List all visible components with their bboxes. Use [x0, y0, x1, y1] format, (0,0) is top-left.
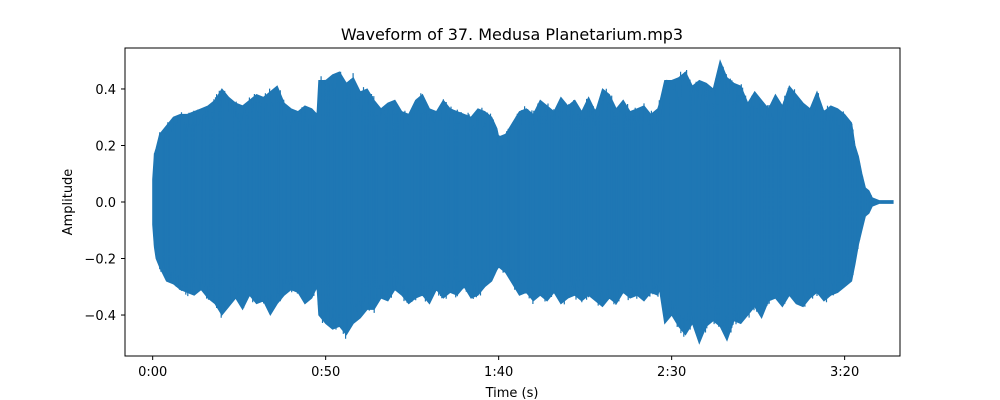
- x-axis: 0:00 0:50 1:40 2:30 3:20: [138, 356, 859, 380]
- y-tick-label: 0.4: [95, 83, 116, 98]
- waveform-spike-lines: [152, 66, 893, 344]
- chart-title: Waveform of 37. Medusa Planetarium.mp3: [341, 25, 683, 44]
- x-tick-label: 0:00: [138, 365, 167, 380]
- y-axis-label: Amplitude: [61, 169, 76, 236]
- x-tick-label: 3:20: [830, 365, 859, 380]
- y-tick-label: −0.4: [84, 309, 116, 324]
- x-axis-label: Time (s): [485, 386, 539, 400]
- x-tick-label: 0:50: [311, 365, 340, 380]
- waveform-spikes: [152, 66, 893, 344]
- x-tick-label: 2:30: [657, 365, 686, 380]
- x-tick-label: 1:40: [484, 365, 513, 380]
- y-axis: −0.4 −0.2 0.0 0.2 0.4: [84, 83, 125, 324]
- plot-area: [152, 59, 894, 345]
- y-tick-label: −0.2: [84, 253, 116, 268]
- y-tick-label: 0.0: [95, 196, 116, 211]
- y-tick-label: 0.2: [95, 139, 116, 154]
